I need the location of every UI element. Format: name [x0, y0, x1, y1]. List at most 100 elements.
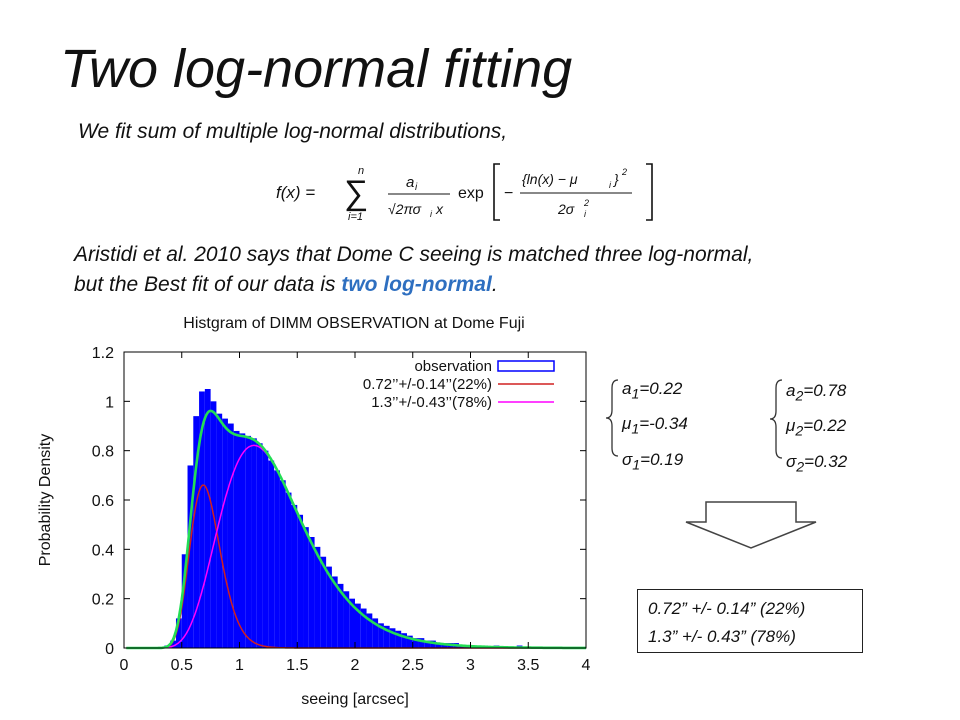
formula-inner-num-sub: i: [609, 180, 612, 190]
summary-box: 0.72” +/- 0.14” (22%) 1.3” +/- 0.43” (78…: [637, 589, 863, 653]
histogram-bar: [383, 625, 390, 648]
histogram-bar: [424, 640, 431, 648]
params-component-1: a1=0.22 μ1=-0.34 σ1=0.19: [622, 374, 688, 480]
param-sigma2: σ2=0.32: [786, 451, 848, 476]
histogram-bar: [435, 643, 442, 648]
formula-frac-num-sub: i: [415, 182, 418, 193]
histogram-bar: [262, 450, 269, 648]
total-fit-curve: [126, 409, 586, 650]
formula-lhs: f(x) =: [276, 183, 315, 202]
y-tick-label: 1: [105, 394, 114, 411]
x-tick-label: 0: [120, 657, 129, 674]
paragraph-highlight: two log-normal: [341, 273, 492, 296]
histogram-bar: [406, 635, 413, 648]
histogram-bar: [349, 598, 355, 648]
formula-frac-den-sub: i: [430, 209, 433, 219]
histogram-bar: [320, 556, 327, 648]
intro-text: We fit sum of multiple log-normal distri…: [78, 120, 508, 143]
histogram-bar: [279, 480, 286, 648]
lognormal-formula: f(x) = n ∑ i=1 a i √2πσ i x exp − {ln(x)…: [276, 163, 653, 223]
histogram-bar: [366, 613, 373, 648]
x-tick-label: 3: [466, 657, 475, 674]
histogram-bar: [326, 566, 332, 648]
histogram-bar: [239, 433, 246, 648]
x-axis-label: seeing [arcsec]: [301, 691, 409, 708]
histogram-bar: [331, 576, 338, 648]
histogram-bar: [314, 546, 321, 648]
formula-minus: −: [504, 185, 513, 202]
y-tick-label: 0.2: [92, 592, 114, 609]
y-axis-label: Probability Density: [37, 434, 54, 567]
y-tick-label: 1.2: [92, 345, 114, 362]
histogram-bar: [395, 630, 402, 648]
formula-inner-num-sup: 2: [621, 167, 627, 177]
formula-inner-den-sup: 2: [583, 198, 589, 208]
param-sigma1: σ1=0.19: [622, 449, 684, 474]
slide-title: Two log-normal fitting: [60, 39, 573, 99]
param-mu1: μ1=-0.34: [622, 414, 688, 438]
histogram-bar: [378, 623, 384, 648]
formula-inner-den-sub: i: [584, 209, 587, 219]
y-tick-label: 0: [105, 641, 114, 658]
histogram-bar: [337, 583, 344, 648]
y-tick-label: 0.6: [92, 493, 114, 510]
histogram-bar: [181, 554, 188, 648]
histogram-bar: [210, 401, 217, 648]
histogram-bar: [285, 492, 292, 648]
legend-swatch: [497, 360, 555, 372]
histogram-bar: [412, 638, 419, 648]
histogram-bar: [187, 465, 194, 648]
x-tick-label: 1.5: [286, 657, 308, 674]
formula-frac-den: √2πσ: [388, 201, 422, 217]
formula-inner-num-close: }: [612, 171, 619, 187]
formula-inner-den: 2σ: [557, 201, 575, 217]
histogram-bar: [303, 527, 309, 648]
histogram-bar: [170, 640, 176, 648]
histogram-bar: [355, 603, 361, 648]
legend-label: 1.3’’+/-0.43’’(78%): [371, 394, 492, 411]
histogram-bar: [372, 618, 379, 648]
paragraph-line-2-post: .: [491, 273, 498, 296]
formula-sum-top: n: [358, 165, 364, 177]
histogram-bar: [245, 435, 252, 648]
x-tick-label: 2.5: [402, 657, 424, 674]
brace-component-2: [769, 379, 783, 459]
histogram-bar: [199, 391, 205, 648]
histogram-bar: [233, 430, 240, 648]
histogram-bar: [274, 470, 280, 648]
histogram-bar: [418, 638, 425, 648]
formula-exp: exp: [458, 185, 484, 202]
histogram-bar: [343, 591, 350, 648]
histogram-bar: [227, 423, 234, 648]
y-tick-label: 0.8: [92, 444, 114, 461]
legend-label: observation: [414, 358, 492, 375]
formula-inner-num: {ln(x) − μ: [522, 171, 578, 187]
paragraph: Aristidi et al. 2010 says that Dome C se…: [74, 240, 753, 300]
histogram-bar: [222, 418, 228, 648]
summary-line-2: 1.3” +/- 0.43” (78%): [648, 627, 796, 646]
histogram-bar: [193, 416, 200, 648]
param-a2: a2=0.78: [786, 381, 847, 405]
x-tick-label: 0.5: [171, 657, 193, 674]
down-arrow-icon: [685, 501, 817, 549]
seeing-histogram-chart: Histgram of DIMM OBSERVATION at Dome Fuj…: [37, 315, 591, 708]
x-tick-label: 2: [351, 657, 360, 674]
histogram-bar: [268, 460, 275, 648]
y-tick-label: 0.4: [92, 542, 114, 559]
histogram-bar: [308, 537, 315, 648]
histogram-bar: [256, 443, 263, 648]
formula-frac-den-x: x: [435, 201, 444, 217]
params-component-2: a2=0.78 μ2=0.22 σ2=0.32: [786, 376, 847, 482]
chart-title: Histgram of DIMM OBSERVATION at Dome Fuj…: [183, 315, 524, 332]
histogram-bar: [430, 640, 436, 648]
x-tick-label: 4: [582, 657, 591, 674]
x-tick-label: 3.5: [517, 657, 539, 674]
param-a1: a1=0.22: [622, 379, 683, 403]
formula-frac-num: a: [406, 174, 414, 191]
formula-sum-symbol: ∑: [344, 174, 368, 212]
histogram-bar: [175, 618, 182, 648]
histogram-bar: [204, 389, 211, 648]
x-tick-label: 1: [235, 657, 244, 674]
histogram-bar: [401, 633, 407, 648]
histogram-bar: [360, 608, 367, 648]
